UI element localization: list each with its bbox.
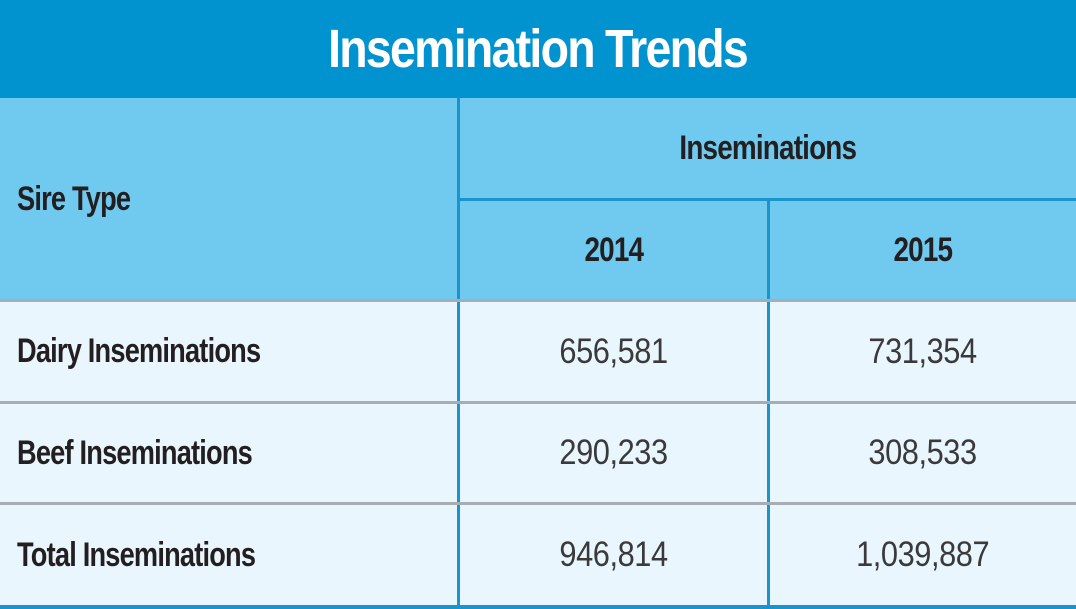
header-year-2014: 2014 <box>460 201 767 299</box>
row-label-dairy: Dairy Inseminations <box>17 332 261 370</box>
table-cell: 308,533 <box>770 404 1076 502</box>
header-year-2014-label: 2014 <box>584 230 644 269</box>
row-label-total: Total Inseminations <box>17 535 256 574</box>
cell-beef-2014: 290,233 <box>559 433 668 472</box>
table-cell: 1,039,887 <box>770 505 1076 605</box>
table-title: Insemination Trends <box>328 19 750 79</box>
table-row-label: Beef Inseminations <box>0 404 457 502</box>
table-body <box>0 300 1076 609</box>
header-sire-type: Sire Type <box>0 98 457 300</box>
table-row-label: Total Inseminations <box>0 505 457 605</box>
row-separator-2 <box>0 502 1076 505</box>
table-cell: 731,354 <box>770 302 1076 401</box>
header-subdivider <box>459 198 1076 201</box>
cell-total-2014: 946,814 <box>559 535 668 574</box>
cell-dairy-2014: 656,581 <box>559 331 668 371</box>
row-separator-1 <box>0 401 1076 404</box>
cell-beef-2015: 308,533 <box>868 433 978 472</box>
row-separator-header <box>0 299 1076 302</box>
table-row-label: Dairy Inseminations <box>0 302 457 401</box>
row-label-beef: Beef Inseminations <box>17 433 253 472</box>
header-inseminations: Inseminations <box>460 98 1076 198</box>
header-sire-type-label: Sire Type <box>17 179 131 218</box>
table-cell: 946,814 <box>460 505 767 605</box>
column-divider-1 <box>457 98 460 609</box>
header-year-2015-label: 2015 <box>893 230 954 269</box>
title-bar: Insemination Trends <box>0 0 1076 98</box>
cell-dairy-2015: 731,354 <box>868 331 978 371</box>
header-inseminations-label: Inseminations <box>679 128 858 167</box>
cell-total-2015: 1,039,887 <box>856 535 990 574</box>
column-divider-2 <box>767 200 770 609</box>
table-bottom-border <box>0 605 1076 609</box>
header-year-2015: 2015 <box>770 201 1076 299</box>
table-cell: 656,581 <box>460 302 767 401</box>
table-cell: 290,233 <box>460 404 767 502</box>
